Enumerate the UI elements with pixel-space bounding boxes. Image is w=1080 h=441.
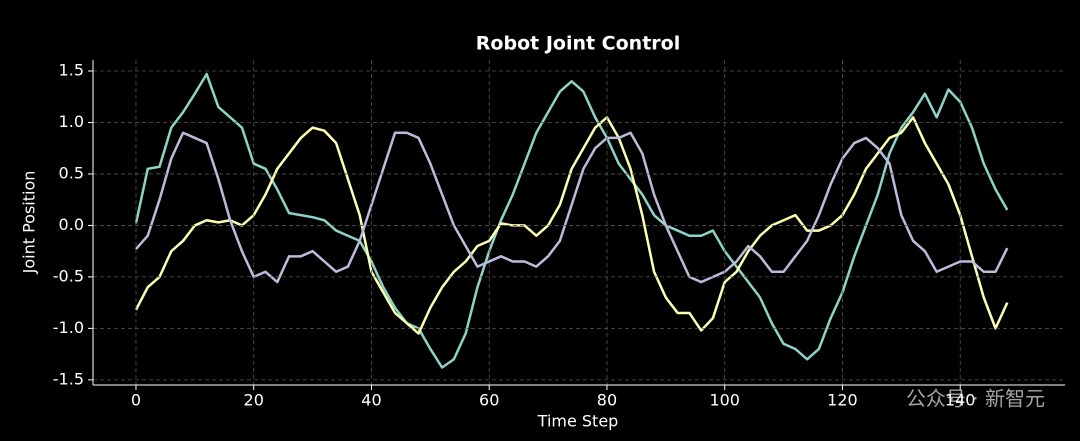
- series-line: [135, 131, 1009, 284]
- x-tick-label: 60: [479, 391, 499, 410]
- y-tick-label: -0.5: [53, 266, 84, 285]
- y-tick-label: 0.0: [59, 215, 84, 234]
- y-tick-label: 1.0: [59, 112, 84, 131]
- x-tick-label: 40: [361, 391, 381, 410]
- watermark: 公众号 · 新智元: [906, 387, 1045, 411]
- x-tick-label: 0: [131, 391, 141, 410]
- series-line: [134, 116, 1009, 335]
- x-tick-label: 20: [244, 391, 264, 410]
- x-tick-label: 120: [827, 391, 858, 410]
- y-tick-label: -1.0: [53, 318, 84, 337]
- y-axis-label: Joint Position: [20, 171, 39, 275]
- x-tick-label: 100: [709, 391, 740, 410]
- x-tick-label: 140: [945, 391, 976, 410]
- chart-title: Robot Joint Control: [476, 33, 680, 55]
- series-line: [134, 72, 1009, 369]
- x-axis-label: Time Step: [537, 412, 619, 431]
- y-tick-label: -1.5: [53, 369, 84, 388]
- y-tick-label: 0.5: [59, 163, 84, 182]
- x-tick-label: 80: [597, 391, 617, 410]
- y-tick-label: 1.5: [59, 61, 84, 80]
